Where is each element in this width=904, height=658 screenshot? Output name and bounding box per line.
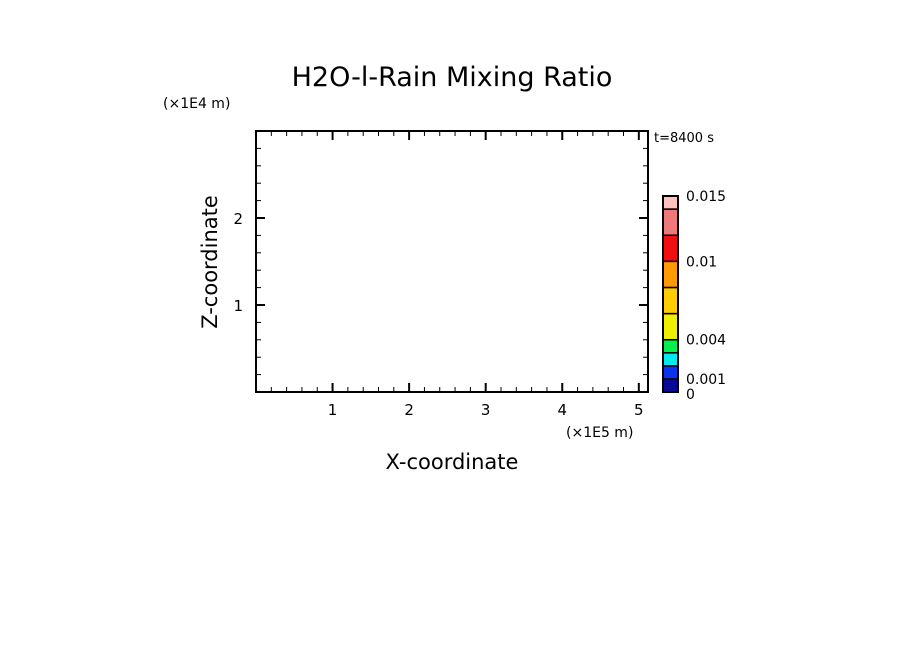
colorbar-tick-label: 0	[686, 387, 695, 403]
x-tick-label: 3	[481, 401, 491, 419]
colorbar-tick-label: 0.004	[686, 333, 726, 349]
y-tick-label: 1	[233, 297, 243, 315]
colorbar-segment	[662, 365, 679, 380]
colorbar-segment	[662, 338, 679, 354]
y-tick-label: 2	[233, 210, 243, 228]
colorbar-tick-label: 0.001	[686, 372, 726, 388]
colorbar-segment	[662, 195, 679, 210]
colorbar-segment	[662, 352, 679, 367]
colorbar-tick-label: 0.015	[686, 189, 726, 205]
x-unit-label: (×1E5 m)	[566, 425, 633, 441]
colorbar-segment	[662, 378, 679, 393]
colorbar-segment	[662, 234, 679, 263]
colorbar-segment	[662, 286, 679, 315]
plot-area	[255, 130, 649, 393]
x-tick-label: 4	[557, 401, 567, 419]
x-tick-label: 1	[328, 401, 338, 419]
colorbar-segment	[662, 208, 679, 236]
colorbar-tick-label: 0.01	[686, 254, 717, 270]
y-unit-label: (×1E4 m)	[163, 96, 230, 112]
colorbar-frame	[662, 195, 679, 393]
colorbar: 00.001 0.004 0.01 0.015	[662, 189, 726, 403]
y-axis-label: Z-coordinate	[198, 195, 222, 329]
x-tick-label: 5	[634, 401, 644, 419]
x-tick-label: 2	[404, 401, 414, 419]
colorbar-segment	[662, 260, 679, 289]
chart-title: H2O-l-Rain Mixing Ratio	[292, 62, 613, 93]
axis-ticks: 1 2 3 4 5 1 2	[233, 131, 648, 419]
colorbar-segment	[662, 312, 679, 341]
x-axis-label: X-coordinate	[386, 450, 519, 474]
time-annotation: t=8400 s	[654, 131, 714, 146]
